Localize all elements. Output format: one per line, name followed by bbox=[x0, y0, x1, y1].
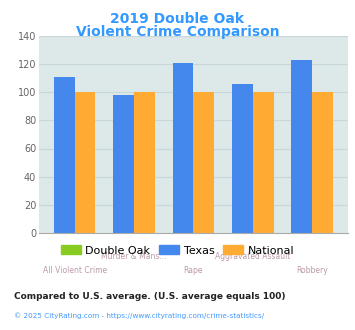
Legend: Double Oak, Texas, National: Double Oak, Texas, National bbox=[56, 241, 299, 260]
Text: Rape: Rape bbox=[184, 266, 203, 275]
Text: © 2025 CityRating.com - https://www.cityrating.com/crime-statistics/: © 2025 CityRating.com - https://www.city… bbox=[14, 312, 264, 318]
Text: All Violent Crime: All Violent Crime bbox=[43, 266, 107, 275]
Text: Aggravated Assault: Aggravated Assault bbox=[215, 252, 291, 261]
Text: Murder & Mans...: Murder & Mans... bbox=[101, 252, 167, 261]
Bar bbox=[291, 60, 312, 233]
Bar bbox=[312, 92, 333, 233]
Bar bbox=[113, 95, 134, 233]
Bar bbox=[54, 77, 75, 233]
Bar bbox=[173, 63, 193, 233]
Text: Violent Crime Comparison: Violent Crime Comparison bbox=[76, 25, 279, 39]
Bar bbox=[232, 84, 253, 233]
Bar bbox=[134, 92, 155, 233]
Bar bbox=[75, 92, 95, 233]
Text: 2019 Double Oak: 2019 Double Oak bbox=[110, 12, 245, 25]
Text: Robbery: Robbery bbox=[296, 266, 328, 275]
Bar bbox=[253, 92, 274, 233]
Text: Compared to U.S. average. (U.S. average equals 100): Compared to U.S. average. (U.S. average … bbox=[14, 292, 286, 301]
Bar bbox=[193, 92, 214, 233]
